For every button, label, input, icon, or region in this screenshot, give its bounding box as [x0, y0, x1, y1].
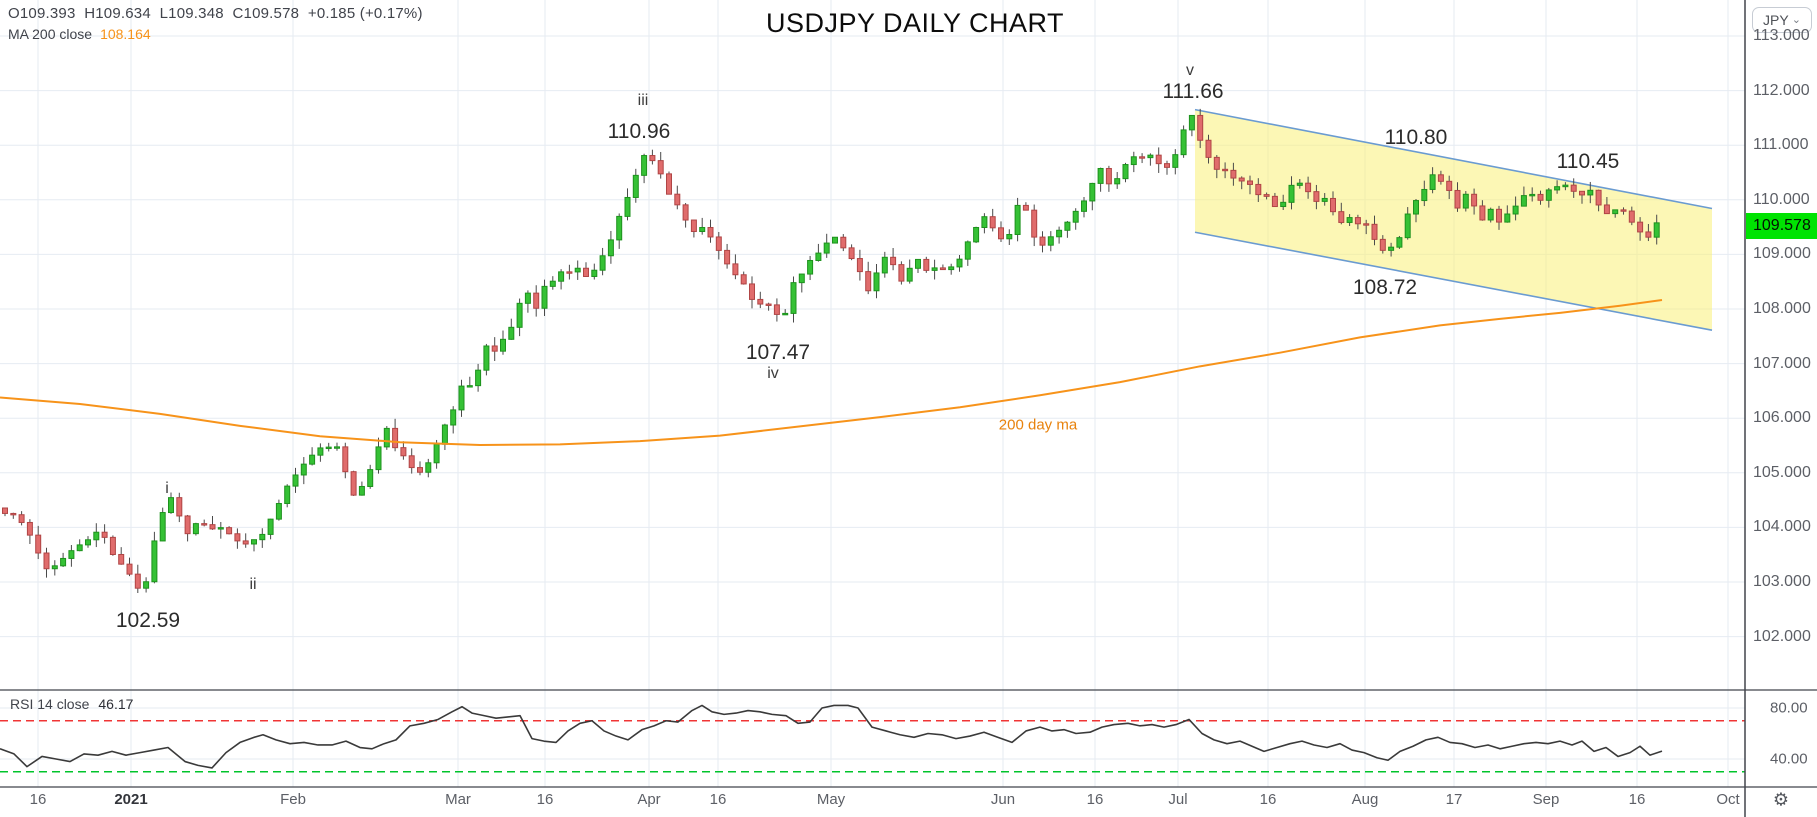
rsi-tick-label: 40.00 — [1770, 750, 1808, 768]
price-tick-label: 112.000 — [1753, 81, 1810, 99]
date-tick-label: Sep — [1532, 791, 1560, 808]
price-tick-label: 104.000 — [1753, 518, 1811, 536]
price-tick-label: 103.000 — [1753, 573, 1811, 590]
chart-annotation: 107.47 — [745, 341, 811, 364]
ohlc-readout: O109.393 H109.634 L109.348 C109.578 +0.1… — [8, 5, 423, 22]
date-tick-label: Aug — [1351, 791, 1379, 808]
rsi-legend-value: 46.17 — [98, 696, 134, 712]
date-tick-label: 16 — [709, 791, 727, 808]
date-tick-label: Mar — [445, 791, 471, 808]
chart-annotation: 102.59 — [115, 609, 181, 632]
chart-annotation: iii — [637, 92, 649, 109]
currency-dropdown-button[interactable]: JPY ⌄ — [1752, 7, 1812, 33]
currency-dropdown-label: JPY — [1763, 12, 1789, 28]
date-tick-label: Apr — [637, 791, 661, 808]
price-tick-label: 108.000 — [1753, 300, 1811, 317]
chevron-down-icon: ⌄ — [1791, 14, 1801, 26]
date-tick-label: Oct — [1716, 791, 1740, 808]
rsi-legend-label: RSI 14 close — [10, 696, 90, 712]
ma-legend[interactable]: MA 200 close 108.164 — [8, 26, 151, 42]
rsi-legend[interactable]: RSI 14 close 46.17 — [10, 696, 133, 712]
chart-annotation: 110.80 — [1384, 126, 1448, 149]
date-tick-label: 2021 — [114, 791, 148, 808]
date-tick-label: 16 — [29, 791, 47, 808]
chart-annotation: 110.45 — [1556, 150, 1620, 173]
chart-annotation: 108.72 — [1352, 276, 1418, 299]
date-tick-label: 16 — [536, 791, 554, 808]
date-tick-label: Jun — [990, 791, 1016, 808]
date-tick-label: May — [816, 791, 846, 808]
price-tick-label: 113.000 — [1753, 27, 1810, 44]
chart-annotation: v — [1186, 62, 1194, 79]
date-tick-label: Feb — [280, 791, 306, 808]
price-tick-label: 110.000 — [1753, 190, 1810, 208]
date-tick-label: 16 — [1628, 791, 1646, 808]
date-tick-label: 17 — [1445, 791, 1463, 808]
gear-icon[interactable]: ⚙ — [1772, 789, 1790, 810]
price-tick-label: 102.000 — [1753, 627, 1811, 645]
price-tick-label: 111.000 — [1753, 136, 1809, 154]
date-tick-label: 16 — [1086, 791, 1104, 808]
chart-annotation: 110.96 — [607, 120, 671, 143]
ma-line-label: 200 day ma — [998, 416, 1078, 434]
chart-annotation: i — [165, 480, 169, 497]
price-tick-label: 107.000 — [1753, 354, 1811, 372]
chart-annotation: ii — [249, 576, 257, 593]
date-tick-label: Jul — [1168, 791, 1188, 808]
chart-title: USDJPY DAILY CHART — [765, 8, 1065, 38]
ma-legend-label: MA 200 close — [8, 26, 93, 42]
last-price-badge: 109.578 — [1746, 213, 1817, 239]
price-tick-label: 109.000 — [1753, 245, 1811, 263]
rsi-tick-label: 80.00 — [1770, 699, 1808, 717]
ma-legend-value: 108.164 — [100, 26, 151, 42]
price-tick-label: 106.000 — [1753, 409, 1811, 427]
chart-annotation: 111.66 — [1162, 80, 1224, 103]
chart-annotation: iv — [767, 365, 779, 382]
date-tick-label: 16 — [1259, 791, 1277, 808]
price-tick-label: 105.000 — [1753, 463, 1811, 481]
